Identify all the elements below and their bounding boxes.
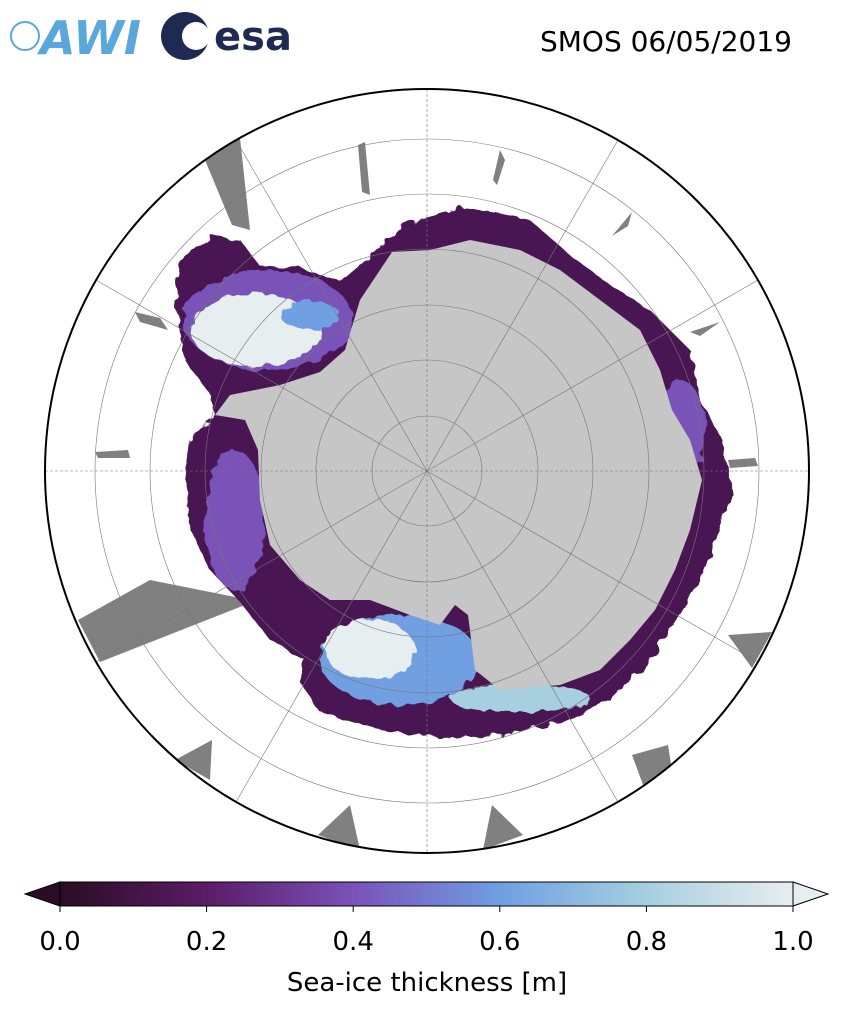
map	[45, 89, 809, 853]
esa-logo-text: esa	[214, 14, 292, 60]
colorbar-tick-label: 0.4	[333, 927, 374, 957]
colorbar-tick-label: 0.8	[626, 927, 667, 957]
colorbar-label: Sea-ice thickness [m]	[287, 968, 567, 998]
colorbar-tick-label: 0.6	[479, 927, 520, 957]
map-border	[44, 88, 810, 854]
extend-high	[792, 881, 830, 907]
meridian	[95, 279, 759, 663]
esa-logo: esa	[161, 12, 292, 60]
ice-patch	[325, 620, 415, 680]
no-data	[95, 450, 130, 458]
extend-low	[23, 881, 61, 907]
colorbar-tick-label: 0.2	[186, 927, 227, 957]
no-data	[690, 322, 720, 336]
no-data-wedges	[78, 138, 772, 850]
no-data	[358, 142, 370, 195]
no-data	[483, 805, 523, 850]
no-data	[493, 150, 505, 185]
no-data	[78, 580, 245, 662]
colorbar-tick-label: 1.0	[772, 927, 813, 957]
ice-patch	[205, 450, 265, 590]
map-title: SMOS 06/05/2019	[540, 25, 792, 58]
antarctica	[215, 240, 702, 690]
colorbar: 0.0 0.2 0.4 0.6 0.8 1.0	[23, 881, 830, 957]
colorbar-fill	[59, 881, 794, 907]
no-data	[632, 745, 672, 790]
no-data	[175, 740, 212, 780]
awi-logo: AWI	[10, 11, 141, 65]
no-data	[728, 632, 772, 668]
colorbar-tick-label: 0.0	[39, 927, 80, 957]
graticule	[45, 89, 809, 853]
ice-patch	[450, 684, 590, 712]
no-data	[612, 212, 632, 236]
awi-logo-text: AWI	[37, 11, 141, 65]
ice-patch	[280, 301, 340, 329]
no-data	[318, 805, 360, 850]
no-data	[728, 458, 758, 468]
no-data	[205, 138, 250, 230]
no-data	[135, 312, 168, 330]
